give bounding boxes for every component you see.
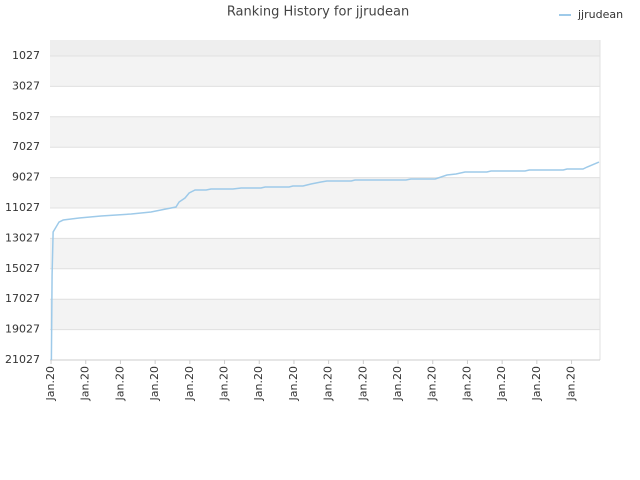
y-tick-label: 7027 (12, 140, 40, 153)
x-tick-label: Jan.20 (495, 366, 508, 401)
y-tick-label: 5027 (12, 110, 40, 123)
x-tick-label: Jan.20 (322, 366, 335, 401)
y-tick-label: 21027 (5, 353, 40, 366)
x-tick-label: Jan.20 (460, 366, 473, 401)
y-tick-label: 13027 (5, 231, 40, 244)
x-tick-label: Jan.20 (79, 366, 92, 401)
x-tick-label: Jan.20 (183, 366, 196, 401)
x-tick-label: Jan.20 (218, 366, 231, 401)
x-tick-label: Jan.20 (391, 366, 404, 401)
y-tick-label: 19027 (5, 323, 40, 336)
x-tick-label: Jan.20 (148, 366, 161, 401)
band (50, 238, 600, 269)
band (50, 40, 600, 56)
band (50, 329, 600, 360)
band (50, 147, 600, 178)
x-tick-label: Jan.20 (113, 366, 126, 401)
legend-label: jjrudean (577, 8, 623, 21)
x-tick-label: Jan.20 (252, 366, 265, 401)
y-tick-label: 17027 (5, 292, 40, 305)
band (50, 116, 600, 148)
x-tick-label: Jan.20 (565, 366, 578, 401)
x-tick-label: Jan.20 (287, 366, 300, 401)
y-tick-label: 15027 (5, 262, 40, 275)
y-tick-label: 1027 (12, 49, 40, 62)
x-tick-label: Jan.20 (356, 366, 369, 401)
y-tick-label: 3027 (12, 79, 40, 92)
chart-title: Ranking History for jjrudean (227, 5, 409, 20)
band (50, 299, 600, 330)
band (50, 268, 600, 300)
band (50, 55, 600, 87)
y-tick-label: 9027 (12, 171, 40, 184)
x-tick-label: Jan.20 (426, 366, 439, 401)
x-tick-label: Jan.20 (44, 366, 57, 401)
x-tick-label: Jan.20 (530, 366, 543, 401)
band (50, 86, 600, 117)
band (50, 207, 600, 239)
line (50, 161, 600, 361)
y-tick-label: 11027 (5, 201, 40, 214)
band (50, 177, 600, 208)
